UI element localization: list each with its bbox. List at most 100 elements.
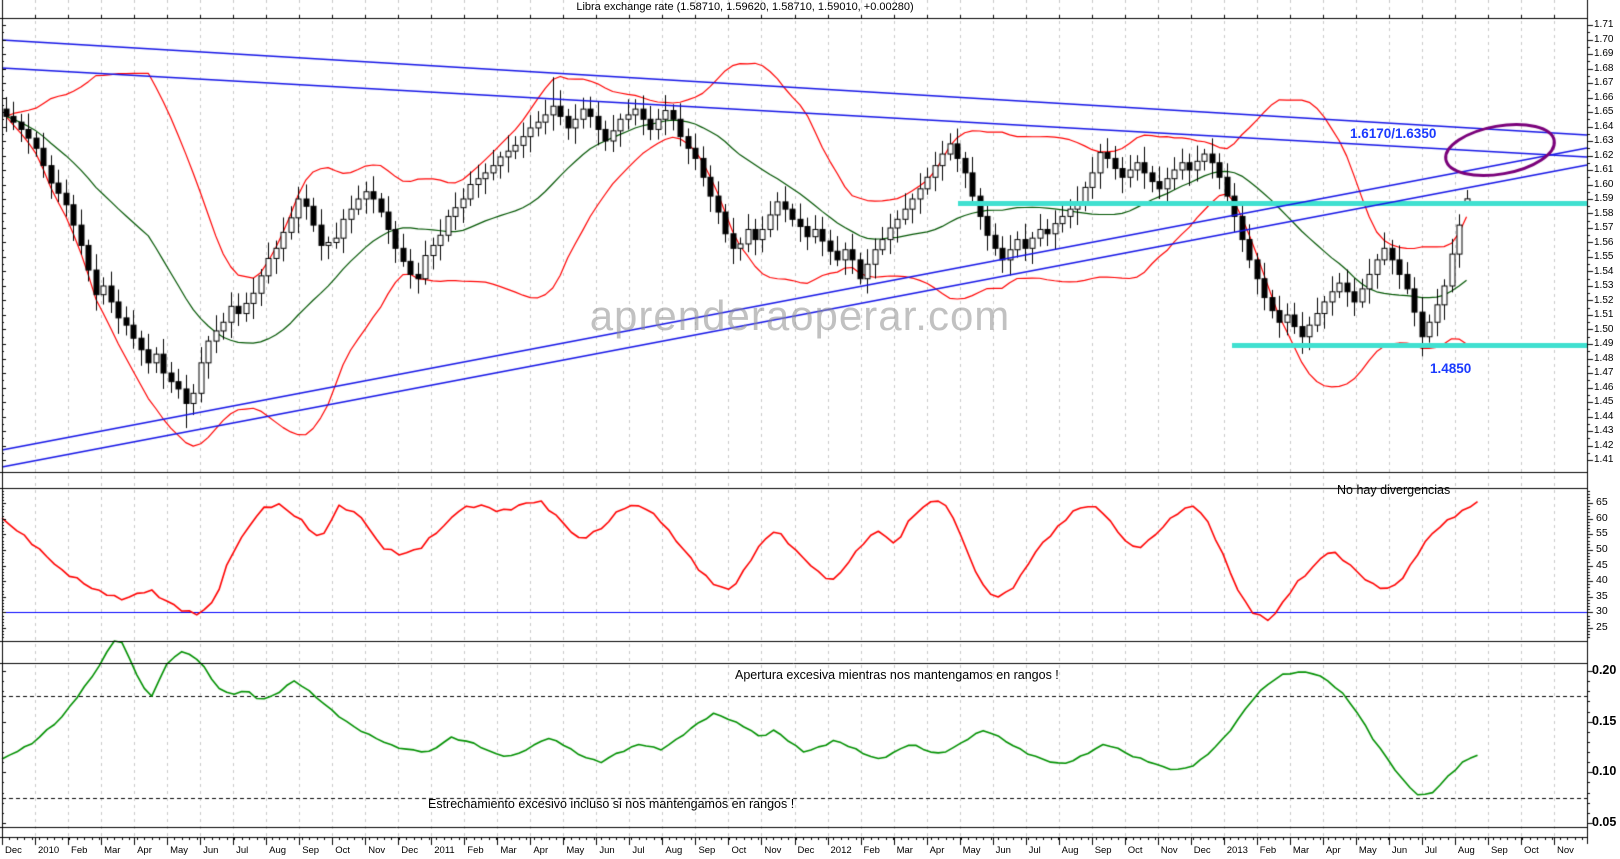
price-tick-label: 1.65	[1594, 106, 1614, 117]
month-label: Jul	[1028, 845, 1041, 856]
month-label: Jun	[1391, 845, 1408, 856]
bandwidth-tick-label: 0.15	[1592, 713, 1617, 728]
month-label: Nov	[1160, 845, 1178, 856]
bandwidth-tick-label: 0.10	[1592, 764, 1617, 779]
month-label: Aug	[269, 845, 287, 856]
month-label: Dec	[401, 845, 419, 856]
month-label: Sep	[1094, 845, 1112, 856]
price-tick-label: 1.67	[1594, 77, 1614, 88]
month-label: Mar	[896, 845, 913, 856]
month-label: Dec	[5, 845, 22, 856]
oscillator-tick-label: 40	[1596, 574, 1608, 587]
price-tick-label: 1.44	[1594, 410, 1614, 422]
bandwidth-open-note: Apertura excesiva mientras nos mantengam…	[735, 668, 1059, 682]
month-label: Feb	[863, 845, 880, 856]
month-label: Nov	[764, 845, 782, 856]
price-tick-label: 1.60	[1594, 178, 1614, 190]
month-label: Nov	[368, 845, 386, 856]
price-tick-label: 1.71	[1594, 19, 1614, 30]
bandwidth-tick-label: 0.05	[1592, 815, 1617, 829]
price-tick-label: 1.63	[1594, 135, 1614, 146]
price-tick-label: 1.43	[1594, 425, 1614, 436]
resistance-zone-label: 1.6170/1.6350	[1350, 126, 1437, 141]
month-label: May	[566, 845, 585, 856]
oscillator-tick-label: 45	[1596, 558, 1608, 571]
price-tick-label: 1.42	[1594, 439, 1614, 451]
bandwidth-narrow-note: Estrechamiento excesivo incluso si nos m…	[428, 797, 795, 811]
price-tick-label: 1.51	[1594, 309, 1614, 320]
price-tick-label: 1.58	[1594, 207, 1614, 219]
support-level-label: 1.4850	[1430, 361, 1472, 376]
price-tick-label: 1.62	[1594, 149, 1614, 161]
month-label: Sep	[302, 845, 320, 856]
price-tick-label: 1.57	[1594, 222, 1614, 233]
month-label: 2010	[38, 845, 60, 856]
month-label: Dec	[1193, 845, 1211, 856]
oscillator-tick-label: 55	[1596, 527, 1608, 540]
month-label: Aug	[665, 845, 683, 856]
price-tick-label: 1.61	[1594, 164, 1614, 175]
price-tick-label: 1.70	[1594, 33, 1614, 45]
month-label: May	[1358, 845, 1377, 856]
month-label: Jun	[203, 845, 219, 856]
oscillator-tick-label: 60	[1596, 511, 1608, 524]
price-tick-label: 1.47	[1594, 367, 1614, 378]
month-label: Sep	[1490, 845, 1508, 856]
month-label: 2011	[434, 845, 455, 856]
month-label: Oct	[1523, 845, 1539, 856]
divergence-note: No hay divergencias	[1337, 483, 1451, 497]
month-label: 2013	[1226, 845, 1248, 856]
price-tick-label: 1.55	[1594, 251, 1614, 262]
month-label: Nov	[1556, 845, 1574, 856]
month-label: Oct	[1127, 845, 1143, 856]
oscillator-tick-label: 35	[1596, 589, 1608, 602]
month-label: Sep	[698, 845, 716, 856]
month-label: Aug	[1457, 845, 1475, 856]
oscillator-tick-label: 65	[1596, 496, 1608, 508]
month-label: Jul	[1424, 845, 1438, 856]
price-tick-label: 1.59	[1594, 193, 1614, 204]
price-tick-label: 1.48	[1594, 352, 1614, 364]
month-label: Jul	[632, 845, 645, 856]
month-label: Jun	[995, 845, 1011, 856]
month-label: Mar	[104, 845, 121, 856]
price-tick-label: 1.53	[1594, 280, 1614, 291]
oscillator-tick-label: 50	[1596, 542, 1608, 555]
oscillator-tick-label: 30	[1596, 605, 1608, 618]
price-tick-label: 1.52	[1594, 294, 1614, 306]
month-label: Feb	[467, 845, 484, 856]
price-tick-label: 1.68	[1594, 62, 1614, 74]
month-label: Oct	[731, 845, 747, 856]
price-tick-label: 1.41	[1594, 454, 1614, 465]
price-tick-label: 1.46	[1594, 381, 1614, 393]
month-label: May	[962, 845, 981, 856]
price-tick-label: 1.69	[1594, 48, 1614, 59]
bandwidth-tick-label: 0.20	[1592, 663, 1617, 677]
watermark: aprenderaoperar.com	[589, 292, 1011, 339]
price-tick-label: 1.66	[1594, 91, 1614, 103]
month-label: Apr	[533, 845, 549, 856]
price-tick-label: 1.56	[1594, 236, 1614, 248]
month-label: Apr	[137, 845, 152, 856]
price-tick-label: 1.45	[1594, 396, 1614, 407]
month-label: Feb	[1259, 845, 1277, 856]
month-label: Oct	[335, 845, 350, 856]
month-label: Dec	[797, 845, 815, 856]
month-label: 2012	[830, 845, 852, 856]
month-label: Apr	[1325, 845, 1341, 856]
price-tick-label: 1.54	[1594, 265, 1614, 277]
month-label: Jul	[236, 845, 249, 856]
month-label: Feb	[71, 845, 88, 856]
price-tick-label: 1.49	[1594, 338, 1614, 349]
month-label: May	[170, 845, 189, 856]
price-tick-label: 1.64	[1594, 120, 1614, 132]
month-label: Mar	[1292, 845, 1310, 856]
month-label: Mar	[500, 845, 517, 856]
month-label: Apr	[929, 845, 945, 856]
month-label: Jun	[599, 845, 615, 856]
chart-title: Libra exchange rate (1.58710, 1.59620, 1…	[576, 1, 914, 13]
month-label: Aug	[1061, 845, 1079, 856]
price-tick-label: 1.50	[1594, 323, 1614, 335]
